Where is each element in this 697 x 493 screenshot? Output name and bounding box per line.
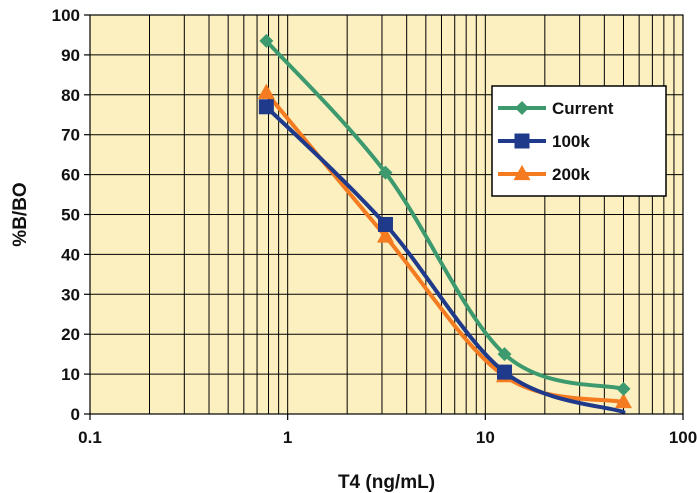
y-tick-label: 30 — [61, 285, 80, 304]
legend-label-100k: 100k — [552, 132, 590, 151]
x-tick-label: 100 — [669, 428, 697, 447]
data-point-200k — [376, 227, 394, 243]
data-point-current — [259, 33, 274, 48]
y-tick-label: 80 — [61, 86, 80, 105]
data-point-current — [378, 165, 393, 180]
data-point-100k — [496, 364, 512, 380]
legend: Current 100k 200k — [491, 85, 667, 197]
legend-marker-200k — [513, 164, 531, 181]
data-point-100k — [377, 216, 393, 232]
x-axis-title: T4 (ng/mL) — [338, 472, 435, 493]
y-tick-label: 20 — [61, 325, 80, 344]
data-point-current — [616, 381, 631, 396]
y-tick-label: 60 — [61, 166, 80, 185]
data-point-current — [497, 347, 512, 362]
series-layer — [257, 33, 632, 415]
y-tick-label: 90 — [61, 46, 80, 65]
series-line-100k — [264, 104, 626, 415]
y-tick-label: 50 — [61, 206, 80, 225]
legend-label-current: Current — [552, 99, 614, 118]
data-point-100k — [258, 99, 274, 115]
data-point-200k — [614, 392, 632, 409]
legend-marker-current — [515, 101, 529, 115]
y-tick-label: 100 — [52, 6, 80, 25]
legend-label-200k: 200k — [552, 165, 590, 184]
y-tick-label: 10 — [61, 365, 80, 384]
x-tick-label: 1 — [283, 428, 292, 447]
y-tick-label: 40 — [61, 245, 80, 264]
series-line-current — [264, 38, 626, 391]
y-tick-label: 70 — [61, 126, 80, 145]
x-tick-label: 0.1 — [78, 428, 102, 447]
x-tick-label: 10 — [476, 428, 495, 447]
y-tick-label: 0 — [71, 405, 80, 424]
axes: 0 10 20 30 40 50 60 70 80 90 100 0.1 1 10 100 — [52, 6, 697, 447]
y-axis-title: %B/BO — [10, 182, 31, 246]
legend-marker-100k — [514, 133, 530, 149]
data-point-200k — [257, 83, 275, 99]
